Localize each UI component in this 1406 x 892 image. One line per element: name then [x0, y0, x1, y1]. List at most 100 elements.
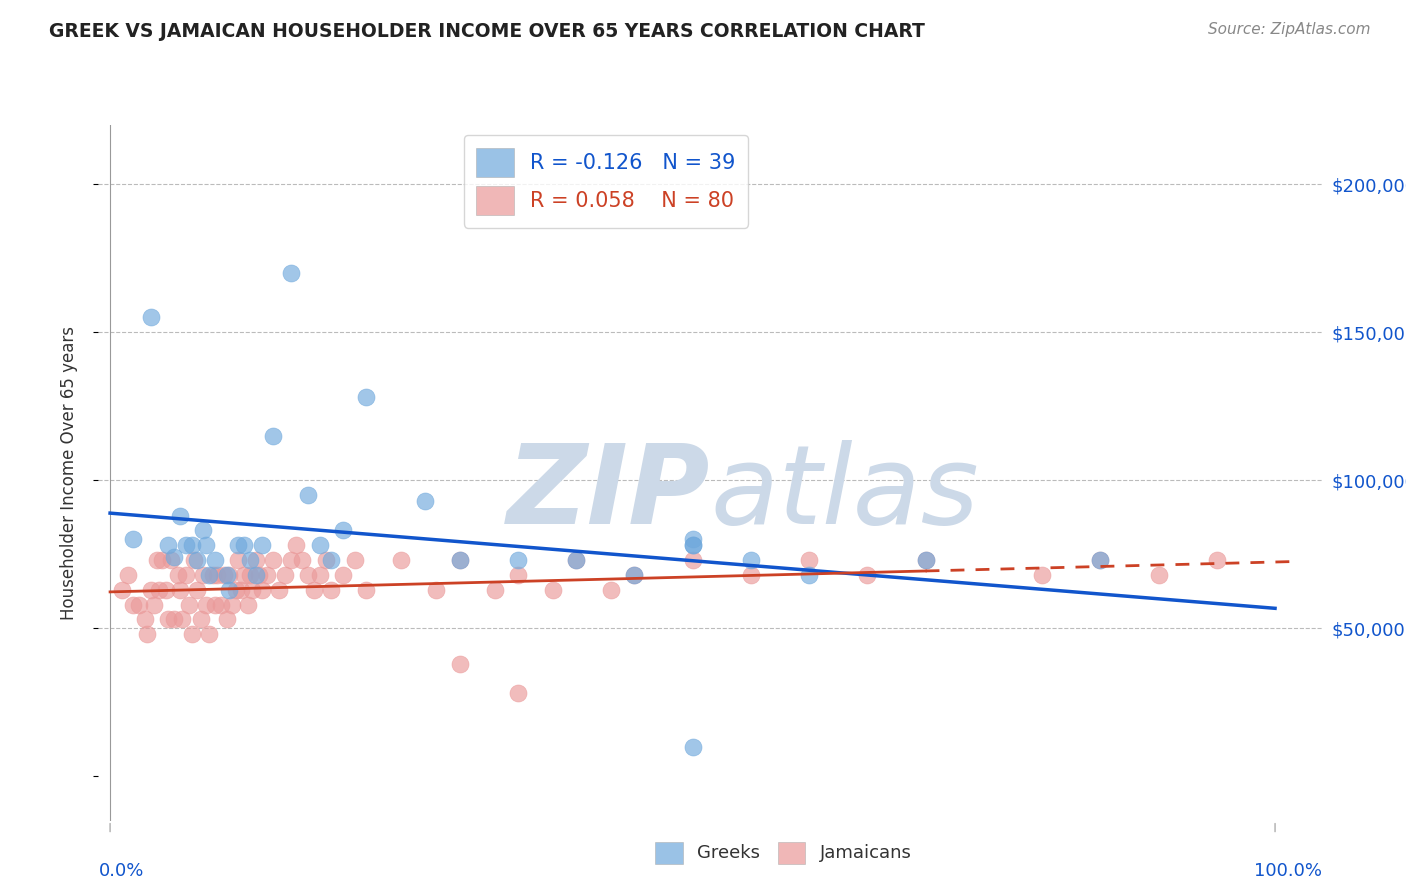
- Point: [245, 568, 267, 582]
- Point: [152, 553, 174, 567]
- Point: [1147, 568, 1170, 582]
- Point: [321, 582, 343, 597]
- Point: [332, 524, 354, 538]
- Point: [134, 612, 156, 626]
- Point: [207, 568, 229, 582]
- Point: [225, 582, 247, 597]
- Point: [797, 568, 820, 582]
- Point: [245, 553, 267, 567]
- Point: [682, 533, 704, 547]
- Point: [180, 627, 202, 641]
- Point: [262, 553, 284, 567]
- Point: [1031, 568, 1053, 582]
- Point: [389, 553, 412, 567]
- Point: [250, 538, 273, 552]
- Point: [166, 568, 188, 582]
- Point: [256, 568, 278, 582]
- Point: [169, 582, 191, 597]
- Point: [194, 538, 217, 552]
- Point: [623, 568, 645, 582]
- Point: [250, 582, 273, 597]
- Point: [179, 598, 201, 612]
- Point: [215, 568, 238, 582]
- Point: [682, 538, 704, 552]
- Point: [267, 582, 290, 597]
- Point: [122, 533, 145, 547]
- Point: [506, 568, 529, 582]
- Point: [180, 538, 202, 552]
- Point: [157, 612, 180, 626]
- Point: [209, 598, 232, 612]
- Text: ZIP: ZIP: [506, 440, 710, 547]
- Point: [413, 494, 436, 508]
- Point: [740, 568, 762, 582]
- Point: [280, 553, 302, 567]
- Point: [204, 553, 226, 567]
- Point: [117, 568, 139, 582]
- Point: [297, 568, 319, 582]
- Point: [1205, 553, 1227, 567]
- Y-axis label: Householder Income Over 65 years: Householder Income Over 65 years: [59, 326, 77, 620]
- Point: [449, 553, 471, 567]
- Point: [682, 553, 704, 567]
- Point: [1090, 553, 1112, 567]
- Point: [321, 553, 343, 567]
- Point: [193, 524, 215, 538]
- Point: [914, 553, 936, 567]
- Point: [143, 598, 166, 612]
- Point: [247, 568, 270, 582]
- Point: [183, 553, 205, 567]
- Point: [1090, 553, 1112, 567]
- Point: [174, 568, 197, 582]
- Point: [239, 553, 262, 567]
- Point: [194, 598, 217, 612]
- Point: [332, 568, 354, 582]
- Point: [315, 553, 337, 567]
- Point: [484, 582, 506, 597]
- Point: [136, 627, 159, 641]
- Point: [233, 568, 256, 582]
- Text: GREEK VS JAMAICAN HOUSEHOLDER INCOME OVER 65 YEARS CORRELATION CHART: GREEK VS JAMAICAN HOUSEHOLDER INCOME OVE…: [49, 22, 925, 41]
- Text: Source: ZipAtlas.com: Source: ZipAtlas.com: [1208, 22, 1371, 37]
- Point: [797, 553, 820, 567]
- Point: [169, 508, 191, 523]
- Point: [297, 488, 319, 502]
- Point: [449, 553, 471, 567]
- Point: [159, 553, 181, 567]
- Point: [193, 568, 215, 582]
- Point: [262, 429, 284, 443]
- Point: [157, 538, 180, 552]
- Point: [682, 538, 704, 552]
- Point: [139, 310, 162, 325]
- Point: [139, 582, 162, 597]
- Point: [291, 553, 314, 567]
- Point: [506, 686, 529, 700]
- Point: [212, 568, 235, 582]
- Point: [280, 266, 302, 280]
- Point: [233, 538, 256, 552]
- Point: [285, 538, 308, 552]
- Point: [122, 598, 145, 612]
- Point: [163, 550, 186, 565]
- Point: [541, 582, 564, 597]
- Point: [155, 582, 177, 597]
- Point: [682, 739, 704, 754]
- Point: [221, 598, 243, 612]
- Point: [163, 612, 186, 626]
- Point: [425, 582, 447, 597]
- Point: [308, 538, 330, 552]
- Point: [302, 582, 325, 597]
- Point: [148, 582, 170, 597]
- Point: [356, 390, 378, 404]
- Point: [600, 582, 623, 597]
- Point: [201, 568, 224, 582]
- Point: [174, 538, 197, 552]
- Point: [218, 582, 240, 597]
- Point: [914, 553, 936, 567]
- Point: [356, 582, 378, 597]
- Point: [506, 553, 529, 567]
- Point: [172, 612, 194, 626]
- Point: [186, 582, 208, 597]
- Point: [198, 568, 221, 582]
- Point: [449, 657, 471, 671]
